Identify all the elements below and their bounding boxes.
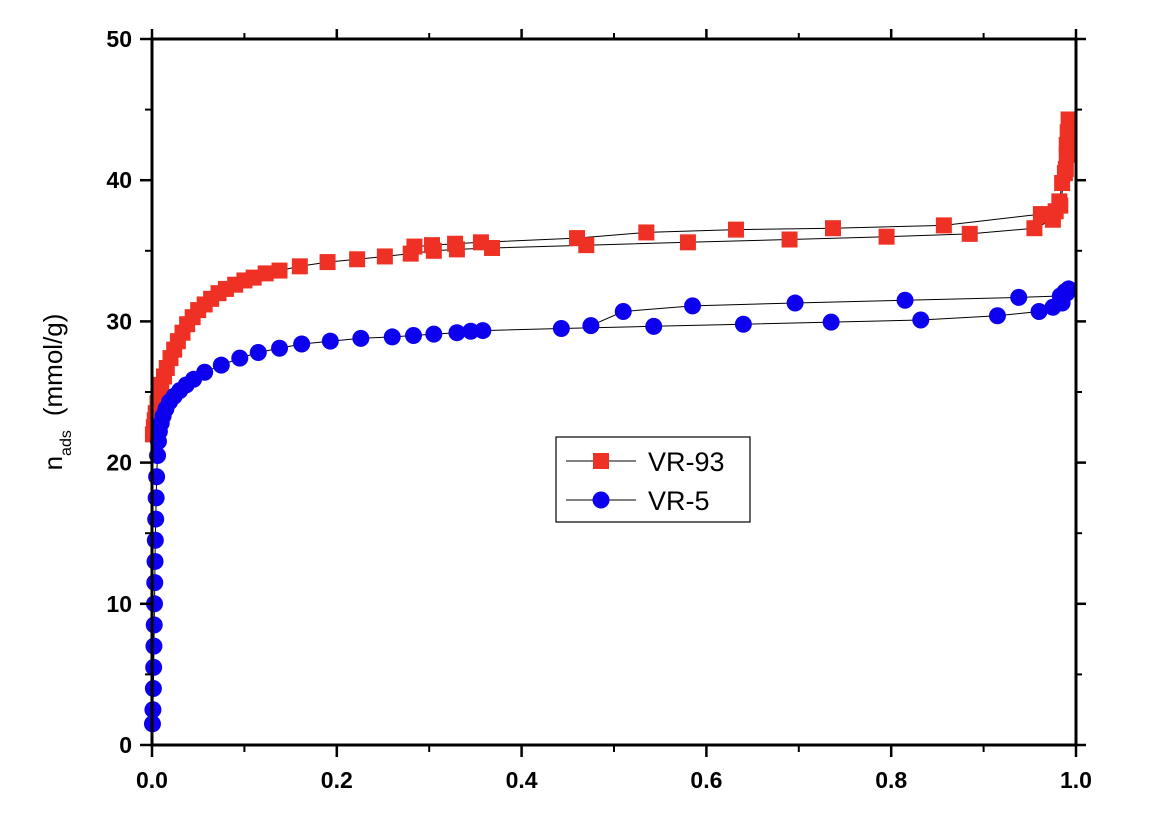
- data-point-desorption: [935, 217, 952, 234]
- data-point-adsorption: [645, 317, 663, 335]
- x-tick-label: 0.8: [875, 767, 907, 793]
- data-point-adsorption: [145, 595, 163, 613]
- ticks-layer: 0.0 0.2 0.4 0.6 0.8 1.0 0 10 20 30 40 50: [106, 26, 1092, 793]
- legend-box: [555, 436, 751, 523]
- y-tick-label: 0: [119, 732, 132, 758]
- plot-frame: [150, 37, 1078, 747]
- data-point-adsorption: [352, 329, 370, 347]
- data-point-adsorption: [404, 327, 422, 345]
- data-point-adsorption: [145, 637, 163, 655]
- legend-label-vr5: VR-5: [648, 486, 710, 516]
- data-point-adsorption: [376, 248, 393, 265]
- legend: VR-93 VR-5: [555, 436, 751, 523]
- y-tick-label: 50: [106, 26, 132, 52]
- data-point-desorption: [423, 237, 440, 254]
- data-point-adsorption: [734, 315, 752, 333]
- legend-marker-vr93: [593, 453, 609, 469]
- y-tick-label: 20: [106, 450, 132, 476]
- data-point-adsorption: [474, 322, 492, 340]
- data-point-adsorption: [293, 335, 311, 353]
- data-point-adsorption: [231, 349, 249, 367]
- data-point-adsorption: [321, 332, 339, 350]
- data-point-adsorption: [448, 324, 466, 342]
- series-vr-5: [143, 280, 1078, 733]
- data-point-desorption: [1058, 146, 1075, 163]
- data-point-adsorption: [196, 363, 214, 381]
- data-point-desorption: [638, 224, 655, 241]
- data-point-adsorption: [257, 265, 274, 282]
- data-point-desorption: [582, 317, 600, 335]
- series-vr-93: [144, 111, 1077, 443]
- series-line-adsorption: [152, 144, 1068, 435]
- data-point-adsorption: [1030, 303, 1048, 321]
- x-tick-label: 0.4: [506, 767, 538, 793]
- data-point-adsorption: [988, 307, 1006, 325]
- data-point-adsorption: [462, 322, 480, 340]
- data-point-adsorption: [961, 225, 978, 242]
- data-point-desorption: [472, 234, 489, 251]
- data-point-adsorption: [383, 328, 401, 346]
- x-tick-label: 0.0: [136, 767, 168, 793]
- y-axis-label-sub: ads: [58, 430, 75, 456]
- y-tick-label: 40: [106, 167, 132, 193]
- data-point-desorption: [896, 291, 914, 309]
- data-point-adsorption: [245, 269, 262, 286]
- data-point-desorption: [1060, 111, 1077, 128]
- data-point-adsorption: [147, 489, 165, 507]
- data-point-adsorption: [425, 325, 443, 343]
- data-point-adsorption: [319, 254, 336, 271]
- data-point-adsorption: [146, 574, 164, 592]
- data-point-adsorption: [291, 258, 308, 275]
- data-point-adsorption: [146, 552, 164, 570]
- data-point-adsorption: [349, 251, 366, 268]
- data-point-desorption: [1010, 288, 1028, 306]
- legend-label-vr93: VR-93: [648, 447, 725, 477]
- data-point-desorption: [1059, 124, 1076, 141]
- series-layer: [143, 111, 1078, 733]
- data-point-desorption: [1054, 175, 1071, 192]
- y-axis-label: nads (mmol/g): [38, 314, 75, 471]
- data-point-adsorption: [145, 616, 163, 634]
- data-point-desorption: [406, 238, 423, 255]
- data-point-adsorption: [146, 531, 164, 549]
- data-point-adsorption: [552, 319, 570, 337]
- y-tick-label: 10: [106, 591, 132, 617]
- data-point-desorption: [1032, 206, 1049, 223]
- data-point-adsorption: [822, 313, 840, 331]
- y-axis-label-unit: (mmol/g): [38, 314, 68, 417]
- data-point-desorption: [569, 230, 586, 247]
- x-tick-label: 0.6: [690, 767, 722, 793]
- x-tick-label: 1.0: [1060, 767, 1092, 793]
- data-point-adsorption: [145, 658, 163, 676]
- data-point-desorption: [1051, 287, 1069, 305]
- data-point-desorption: [824, 220, 841, 237]
- data-point-adsorption: [212, 356, 230, 374]
- x-tick-label: 0.2: [321, 767, 353, 793]
- data-point-desorption: [786, 294, 804, 312]
- data-point-adsorption: [271, 339, 289, 357]
- y-axis-label-main: n: [38, 456, 68, 470]
- legend-marker-vr5: [592, 491, 610, 509]
- data-point-desorption: [727, 221, 744, 238]
- data-point-desorption: [614, 303, 632, 321]
- y-tick-label: 30: [106, 308, 132, 334]
- data-point-adsorption: [679, 234, 696, 251]
- data-point-adsorption: [781, 231, 798, 248]
- data-point-adsorption: [249, 343, 267, 361]
- data-point-adsorption: [1026, 220, 1043, 237]
- data-point-desorption: [1057, 160, 1074, 177]
- data-point-desorption: [684, 297, 702, 315]
- data-point-adsorption: [878, 228, 895, 245]
- data-point-adsorption: [912, 311, 930, 329]
- data-point-adsorption: [147, 510, 165, 528]
- data-point-adsorption: [271, 262, 288, 279]
- data-point-desorption: [447, 235, 464, 252]
